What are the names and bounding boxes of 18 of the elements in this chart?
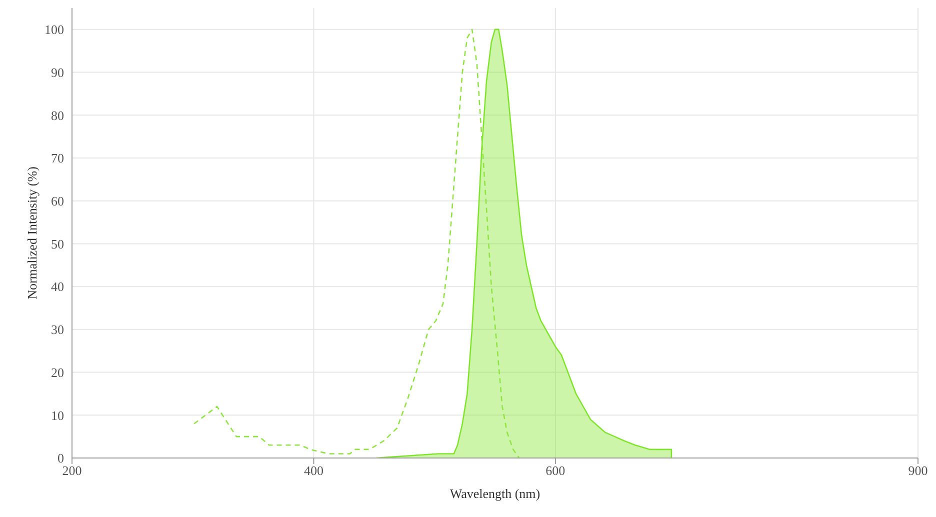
y-tick-label: 30 bbox=[51, 322, 64, 338]
y-tick-label: 80 bbox=[51, 108, 64, 123]
x-tick-label: 900 bbox=[908, 463, 928, 478]
x-tick-label: 400 bbox=[304, 463, 324, 478]
y-tick-label: 10 bbox=[51, 408, 64, 423]
y-tick-label: 90 bbox=[51, 64, 64, 80]
y-axis-title: Normalized Intensity (%) bbox=[24, 166, 40, 300]
x-axis-title: Wavelength (nm) bbox=[450, 486, 540, 501]
x-tick-label: 200 bbox=[62, 463, 82, 478]
y-tick-label: 60 bbox=[51, 193, 64, 208]
y-tick-label: 0 bbox=[58, 450, 64, 466]
x-tick-label: 600 bbox=[546, 463, 566, 478]
y-tick-label: 50 bbox=[51, 236, 64, 252]
y-tick-label: 70 bbox=[51, 150, 64, 166]
line-series bbox=[193, 28, 520, 458]
y-tick-label: 100 bbox=[44, 22, 64, 38]
y-tick-label: 20 bbox=[51, 364, 64, 380]
y-tick-label: 40 bbox=[51, 279, 64, 294]
